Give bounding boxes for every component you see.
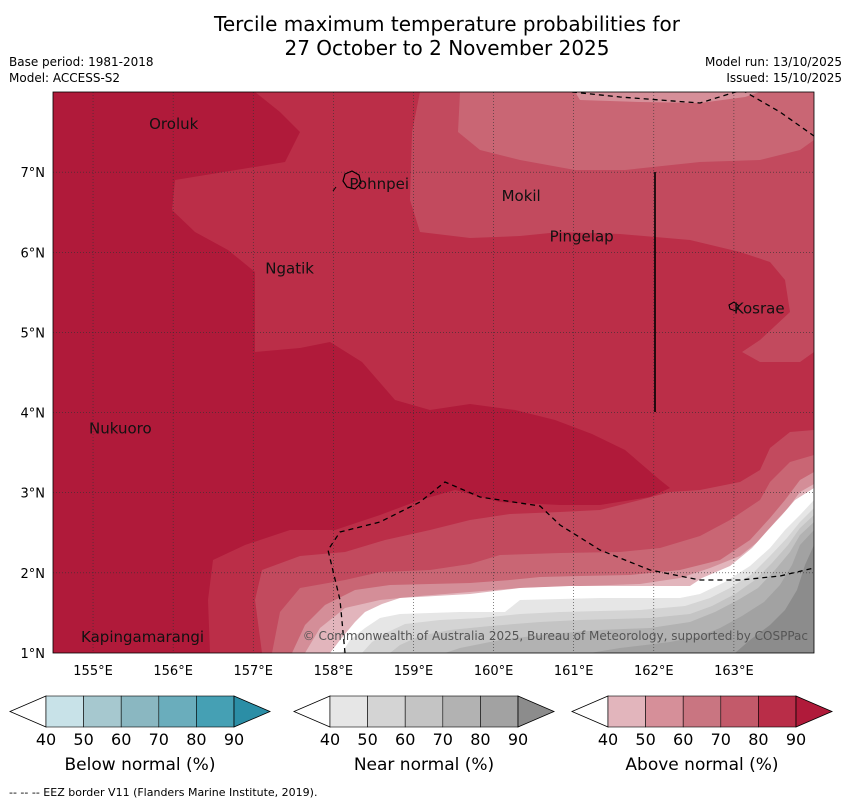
eez-border-south [327, 481, 814, 653]
colorbar-tick-label: 90 [508, 730, 528, 749]
copyright-text: © Commonwealth of Australia 2025, Bureau… [303, 629, 808, 643]
colorbar-tick-label: 50 [73, 730, 93, 749]
lon-tick-label: 157°E [233, 664, 273, 679]
issued-date: Issued: 15/10/2025 [726, 71, 842, 85]
atoll-icon [332, 186, 337, 192]
colorbar-tick-label: 50 [635, 730, 655, 749]
colorbar-swatch [120, 695, 160, 728]
place-label-oroluk: Oroluk [149, 115, 198, 133]
colorbar-tick-label: 70 [433, 730, 453, 749]
place-label-kosrae: Kosrae [734, 299, 785, 317]
band-above-60 [458, 92, 814, 170]
lat-tick-label: 7°N [21, 166, 46, 181]
pohnpei-island-icon [342, 170, 362, 190]
footer-note: -- -- -- EEZ border V11 (Flanders Marine… [9, 786, 318, 799]
band-near-80 [590, 530, 814, 653]
colorbar-tick-label: 70 [711, 730, 731, 749]
lon-tick-label: 163°E [714, 664, 754, 679]
place-label-pohnpei: Pohnpei [349, 175, 409, 193]
colorbar-swatch [645, 695, 684, 728]
model-run: Model run: 13/10/2025 [704, 55, 842, 69]
title-line-2: 27 October to 2 November 2025 [284, 36, 610, 60]
band-above-50 [575, 92, 760, 103]
colorbar-swatch [367, 695, 406, 728]
colorbar-swatch [442, 695, 481, 728]
legend-label-near: Near normal (%) [353, 755, 495, 775]
meta-left: Base period: 1981-2018 Model: ACCESS-S2 [9, 54, 154, 86]
lon-tick-label: 158°E [314, 664, 354, 679]
colorbar-swatch [45, 695, 84, 728]
place-labels: Oroluk Pohnpei Mokil Pingelap Ngatik Kosrae Nu… [81, 115, 785, 646]
band-near-70 [445, 522, 814, 653]
colorbar-arrow-right [795, 695, 834, 728]
colorbar-swatch [720, 695, 759, 728]
legend-label-above: Above normal (%) [625, 755, 779, 775]
colorbar-tick-label: 40 [598, 730, 618, 749]
title-line-1: Tercile maximum temperature probabilitie… [214, 12, 680, 36]
lat-tick-label: 2°N [21, 567, 46, 582]
colorbar-arrow-right [233, 695, 272, 728]
lon-tick-label: 161°E [554, 664, 594, 679]
lat-tick-label: 3°N [21, 487, 46, 502]
lon-tick-label: 160°E [474, 664, 514, 679]
colorbar-swatch [404, 695, 444, 728]
colorbar-1: 40 50 60 70 80 90 [292, 695, 556, 749]
colorbar-swatch [480, 695, 519, 728]
place-label-nukuoro: Nukuoro [89, 420, 152, 438]
colorbar-swatch [758, 695, 797, 728]
model-name: Model: ACCESS-S2 [9, 71, 121, 85]
colorbar-0: 40 50 60 70 80 90 [8, 695, 272, 749]
colorbar-tick-label: 70 [149, 730, 169, 749]
colorbar-tick-label: 40 [320, 730, 340, 749]
lon-tick-label: 159°E [394, 664, 434, 679]
colorbar-swatch [329, 695, 368, 728]
lon-tick-label: 155°E [73, 664, 113, 679]
lat-tick-label: 1°N [21, 647, 46, 662]
map-area: Oroluk Pohnpei Mokil Pingelap Ngatik Kosrae Nu… [53, 92, 814, 653]
colorbar-2: 40 50 60 70 80 90 [570, 695, 834, 749]
colorbar-arrow-left [8, 695, 47, 728]
base-period: Base period: 1981-2018 [9, 55, 154, 69]
colorbar-tick-label: 90 [224, 730, 244, 749]
colorbar-tick-label: 60 [395, 730, 415, 749]
place-label-ngatik: Ngatik [265, 259, 314, 277]
colorbar-swatch [682, 695, 722, 728]
place-label-mokil: Mokil [502, 187, 541, 205]
colorbar-swatch [158, 695, 197, 728]
colorbar-tick-label: 60 [111, 730, 131, 749]
band-near-90 [735, 545, 814, 653]
legends: 40 50 60 70 80 90 40 50 60 70 80 90 40 50 60 70 80 90 [8, 695, 834, 749]
lat-tick-label: 4°N [21, 407, 46, 422]
colorbar-arrow-right [517, 695, 556, 728]
colorbar-tick-label: 40 [36, 730, 56, 749]
colorbar-arrow-left [570, 695, 609, 728]
legend-label-below: Below normal (%) [64, 755, 216, 775]
colorbar-tick-label: 50 [357, 730, 377, 749]
meta-right: Model run: 13/10/2025 Issued: 15/10/2025 [705, 54, 842, 86]
lon-tick-label: 156°E [153, 664, 193, 679]
colorbar-tick-label: 80 [470, 730, 490, 749]
latitude-ticks: 1°N 2°N 3°N 4°N 5°N 6°N 7°N [21, 166, 46, 662]
lon-tick-label: 162°E [634, 664, 674, 679]
kosrae-island-icon [728, 301, 740, 312]
place-label-kapingamarangi: Kapingamarangi [81, 628, 204, 646]
colorbar-arrow-left [292, 695, 331, 728]
chart-title: Tercile maximum temperature probabilitie… [0, 12, 850, 60]
colorbar-swatch [607, 695, 646, 728]
colorbar-tick-label: 80 [748, 730, 768, 749]
colorbar-swatch [83, 695, 122, 728]
longitude-ticks: 155°E 156°E 157°E 158°E 159°E 160°E 161°E 162°E… [73, 664, 753, 679]
place-label-pingelap: Pingelap [550, 227, 614, 245]
colorbar-tick-label: 90 [786, 730, 806, 749]
colorbar-tick-label: 80 [186, 730, 206, 749]
lat-tick-label: 5°N [21, 326, 46, 341]
lat-tick-label: 6°N [21, 246, 46, 261]
map-frame [52, 91, 815, 654]
graticule [53, 92, 814, 653]
colorbar-tick-label: 60 [673, 730, 693, 749]
colorbar-swatch [196, 695, 235, 728]
band-above-70 [255, 92, 814, 653]
